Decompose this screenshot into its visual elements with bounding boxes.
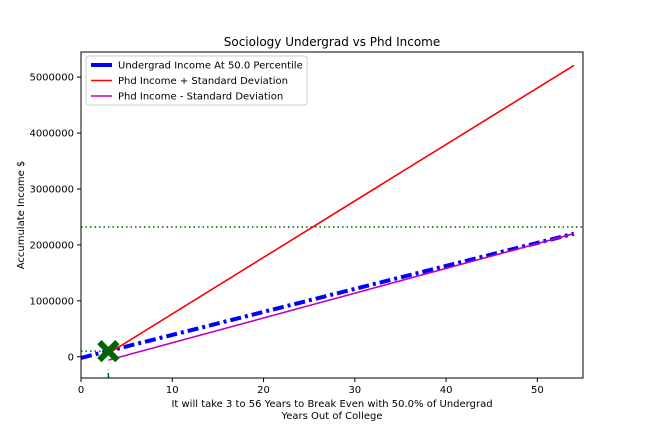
x-axis-label-line1: It will take 3 to 56 Years to Break Even… bbox=[171, 399, 492, 410]
x-tick-label-2: 20 bbox=[257, 385, 270, 396]
y-axis-label: Accumulate Income $ bbox=[16, 161, 27, 270]
axes: 0 10 20 30 40 50 0 1000000 2000000 3000000 4000000… bbox=[29, 51, 584, 396]
marker-stroke-b bbox=[97, 340, 120, 363]
y-tick-label-2: 2000000 bbox=[29, 240, 74, 251]
legend-label-0: Undergrad Income At 50.0 Percentile bbox=[118, 61, 303, 72]
plot-area bbox=[81, 64, 583, 378]
x-tick-label-5: 50 bbox=[531, 385, 544, 396]
y-tick-label-1: 1000000 bbox=[29, 296, 74, 307]
y-tick-label-3: 3000000 bbox=[29, 184, 74, 195]
x-axis-label-line2: Years Out of College bbox=[281, 411, 383, 422]
chart-title: Sociology Undergrad vs Phd Income bbox=[224, 35, 441, 49]
x-tick-label-4: 40 bbox=[440, 385, 453, 396]
break-even-marker-0 bbox=[97, 340, 120, 363]
plot-content bbox=[81, 64, 583, 378]
y-tick-label-5: 5000000 bbox=[29, 73, 74, 84]
x-tick-label-3: 30 bbox=[348, 385, 361, 396]
legend-box bbox=[85, 55, 308, 106]
legend: Undergrad Income At 50.0 Percentile Phd I… bbox=[85, 55, 308, 106]
series-line-1 bbox=[107, 64, 575, 355]
series-line-0 bbox=[81, 231, 575, 360]
legend-label-1: Phd Income + Standard Deviation bbox=[118, 76, 288, 87]
axes-frame bbox=[80, 51, 584, 379]
y-tick-label-0: 0 bbox=[68, 352, 74, 363]
x-tick-label-1: 10 bbox=[166, 385, 179, 396]
series-line-2 bbox=[108, 232, 575, 361]
legend-label-2: Phd Income - Standard Deviation bbox=[118, 92, 283, 103]
x-tick-label-0: 0 bbox=[78, 385, 84, 396]
y-tick-label-4: 4000000 bbox=[29, 129, 74, 140]
